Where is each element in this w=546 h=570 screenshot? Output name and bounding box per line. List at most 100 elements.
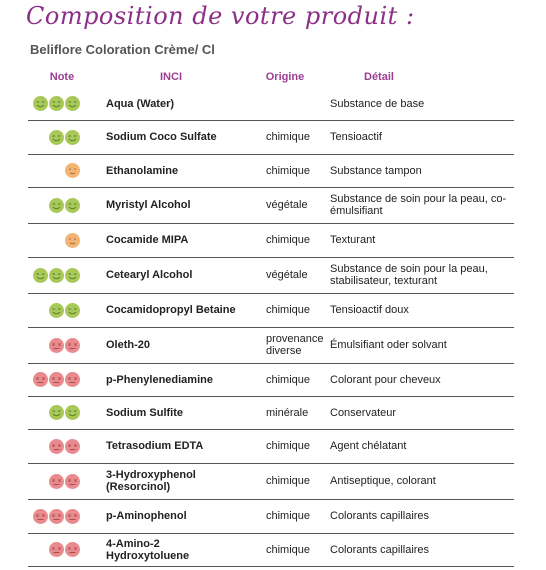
- column-header-detail: Détail: [364, 71, 394, 83]
- detail-cell: Tensioactif doux: [324, 293, 514, 328]
- red-face-icon: [49, 372, 64, 387]
- inci-cell: Cocamide MIPA: [96, 223, 246, 258]
- detail-cell: Agent chélatant: [324, 429, 514, 464]
- red-face-icon: [65, 473, 80, 489]
- origine-cell: chimique: [246, 293, 324, 328]
- inci-cell: Myristyl Alcohol: [96, 187, 246, 224]
- inci-cell: p-Phenylenediamine: [96, 363, 246, 397]
- inci-cell: Aqua (Water): [96, 88, 246, 121]
- red-face-icon: [49, 473, 64, 489]
- origine-cell: chimique: [246, 533, 324, 567]
- green-face-icon: [65, 267, 80, 283]
- detail-cell: Texturant: [324, 223, 514, 258]
- origine-cell: végétale: [246, 257, 324, 294]
- rating-cell: [28, 88, 96, 121]
- rating-cell: [28, 327, 96, 364]
- table-header-row: Note INCI Origine Détail: [28, 66, 514, 88]
- red-face-icon: [65, 372, 80, 387]
- detail-cell: Substance de base: [324, 88, 514, 121]
- inci-cell: p-Aminophenol: [96, 499, 246, 534]
- rating-cell: [28, 396, 96, 430]
- detail-cell: Tensioactif: [324, 120, 514, 155]
- rating-cell: [28, 499, 96, 534]
- table-row: p-Phenylenediamine chimique Colorant pour …: [28, 363, 514, 397]
- origine-cell: chimique: [246, 463, 324, 500]
- green-face-icon: [65, 197, 80, 213]
- rating-cell: [28, 223, 96, 258]
- orange-face-icon: [65, 232, 80, 248]
- red-face-icon: [65, 337, 80, 353]
- table-row: 3-Hydroxyphenol (Resorcinol) chimique Anti…: [28, 463, 514, 500]
- inci-cell: Sodium Coco Sulfate: [96, 120, 246, 155]
- inci-cell: 4-Amino-2 Hydroxytoluene: [96, 533, 246, 567]
- table-body: Aqua (Water) Substance de base Sodium Coco…: [28, 88, 514, 567]
- origine-cell: chimique: [246, 429, 324, 464]
- red-face-icon: [33, 508, 48, 524]
- column-header-inci: INCI: [160, 71, 182, 83]
- green-face-icon: [65, 129, 80, 145]
- inci-cell: Sodium Sulfite: [96, 396, 246, 430]
- inci-cell: 3-Hydroxyphenol (Resorcinol): [96, 463, 246, 500]
- origine-cell: provenance diverse: [246, 327, 324, 364]
- green-face-icon: [49, 267, 64, 283]
- page-title: Composition de votre produit :: [26, 2, 415, 30]
- table-row: Cocamidopropyl Betaine chimique Tensioacti…: [28, 293, 514, 328]
- product-name: Beliflore Coloration Crème/ Cl: [30, 42, 215, 57]
- red-face-icon: [49, 337, 64, 353]
- composition-table: Note INCI Origine Détail Aqua (Water) Sub…: [28, 66, 514, 567]
- inci-cell: Cocamidopropyl Betaine: [96, 293, 246, 328]
- origine-cell: chimique: [246, 499, 324, 534]
- green-face-icon: [49, 405, 64, 420]
- red-face-icon: [65, 508, 80, 524]
- detail-cell: Colorants capillaires: [324, 499, 514, 534]
- inci-cell: Ethanolamine: [96, 154, 246, 188]
- table-row: Sodium Coco Sulfate chimique Tensioactif: [28, 120, 514, 155]
- table-row: Oleth-20 provenance diverse Émulsifiant od…: [28, 327, 514, 364]
- detail-cell: Conservateur: [324, 396, 514, 430]
- rating-cell: [28, 363, 96, 397]
- detail-cell: Émulsifiant oder solvant: [324, 327, 514, 364]
- green-face-icon: [49, 96, 64, 112]
- green-face-icon: [33, 267, 48, 283]
- detail-cell: Substance tampon: [324, 154, 514, 188]
- orange-face-icon: [65, 163, 80, 178]
- origine-cell: chimique: [246, 120, 324, 155]
- inci-cell: Oleth-20: [96, 327, 246, 364]
- green-face-icon: [49, 129, 64, 145]
- rating-cell: [28, 293, 96, 328]
- origine-cell: minérale: [246, 396, 324, 430]
- inci-cell: Tetrasodium EDTA: [96, 429, 246, 464]
- red-face-icon: [65, 438, 80, 454]
- inci-cell: Cetearyl Alcohol: [96, 257, 246, 294]
- origine-cell: végétale: [246, 187, 324, 224]
- table-row: Tetrasodium EDTA chimique Agent chélatant: [28, 429, 514, 464]
- green-face-icon: [49, 197, 64, 213]
- red-face-icon: [49, 542, 64, 557]
- detail-cell: Substance de soin pour la peau, stabilis…: [324, 257, 514, 294]
- table-row: Sodium Sulfite minérale Conservateur: [28, 396, 514, 430]
- table-row: p-Aminophenol chimique Colorants capillair…: [28, 499, 514, 534]
- rating-cell: [28, 257, 96, 294]
- origine-cell: [246, 88, 324, 121]
- origine-cell: chimique: [246, 363, 324, 397]
- red-face-icon: [65, 542, 80, 557]
- column-header-note: Note: [49, 71, 75, 83]
- detail-cell: Antiseptique, colorant: [324, 463, 514, 500]
- table-row: Cetearyl Alcohol végétale Substance de soi…: [28, 257, 514, 294]
- table-row: 4-Amino-2 Hydroxytoluene chimique Colorant…: [28, 533, 514, 567]
- rating-cell: [28, 120, 96, 155]
- detail-cell: Colorant pour cheveux: [324, 363, 514, 397]
- table-row: Cocamide MIPA chimique Texturant: [28, 223, 514, 258]
- red-face-icon: [49, 508, 64, 524]
- rating-cell: [28, 154, 96, 188]
- green-face-icon: [33, 96, 48, 112]
- origine-cell: chimique: [246, 154, 324, 188]
- rating-cell: [28, 463, 96, 500]
- table-row: Ethanolamine chimique Substance tampon: [28, 154, 514, 188]
- red-face-icon: [49, 438, 64, 454]
- detail-cell: Colorants capillaires: [324, 533, 514, 567]
- rating-cell: [28, 429, 96, 464]
- rating-cell: [28, 187, 96, 224]
- detail-cell: Substance de soin pour la peau, co-émuls…: [324, 187, 514, 224]
- green-face-icon: [65, 302, 80, 318]
